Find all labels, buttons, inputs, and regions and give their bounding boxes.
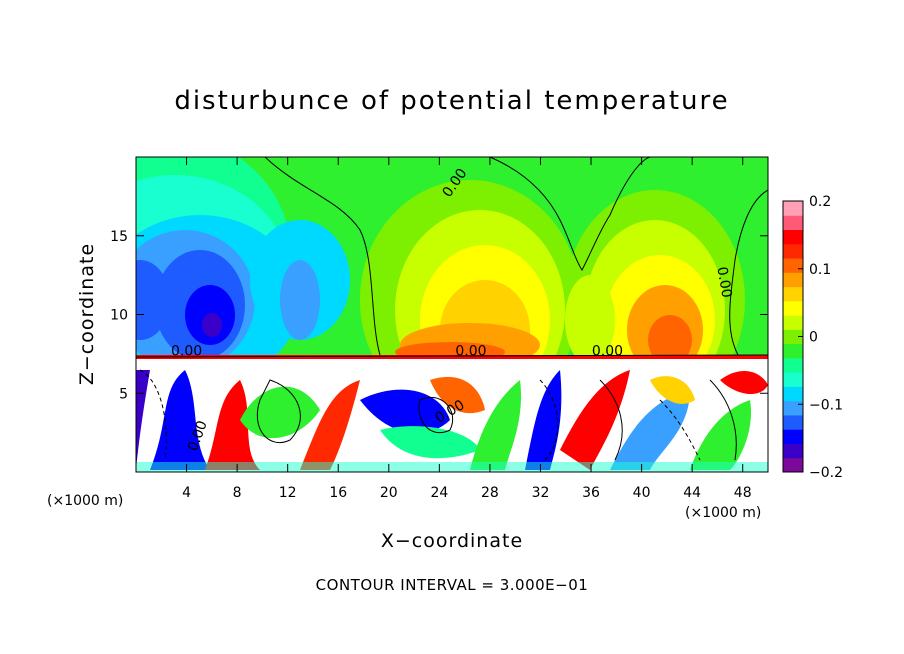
colorbar-tick-label: −0.2 — [809, 465, 843, 481]
colorbar-tick-label: −0.1 — [809, 397, 843, 413]
colorbar-segment — [783, 258, 803, 273]
colorbar-segment — [783, 215, 803, 231]
contour-label: 0.00 — [713, 266, 734, 299]
colorbar-segment — [783, 357, 803, 373]
colorbar-segment — [783, 414, 803, 430]
colorbar-segment — [783, 457, 803, 473]
x-tick-label: 8 — [233, 485, 242, 501]
x-tick-label: 28 — [481, 485, 499, 501]
contour-label: 0.00 — [171, 343, 202, 359]
x-axis-title: X−coordinate — [381, 530, 523, 552]
x-tick-label: 44 — [683, 485, 701, 501]
colorbar-segment — [783, 400, 803, 416]
colorbar-segment — [783, 243, 803, 259]
x-tick-label: 32 — [532, 485, 550, 501]
x-tick-label: 36 — [582, 485, 600, 501]
colorbar-tick-label: 0.2 — [809, 194, 831, 210]
colorbar-segment — [783, 372, 803, 387]
colorbar-segment — [783, 386, 803, 402]
colorbar-segment — [783, 329, 803, 345]
y-axis-title: Z−coordinate — [76, 243, 98, 385]
y-tick-label: 10 — [110, 308, 128, 324]
x-tick-label: 24 — [430, 485, 448, 501]
colorbar-tick-label: 0.1 — [809, 262, 831, 278]
colorbar-tick-label: 0 — [809, 330, 818, 346]
contour-label: 0.00 — [455, 343, 486, 359]
contour-interval-note: CONTOUR INTERVAL = 3.000E−01 — [315, 576, 589, 594]
y-tick-label: 5 — [119, 386, 128, 402]
x-tick-label: 4 — [182, 485, 191, 501]
y-axis: 5 10 15 — [110, 229, 768, 402]
y-tick-label: 15 — [110, 229, 128, 245]
x-axis: 4 8 12 16 20 24 28 32 36 40 44 48 — [182, 157, 752, 501]
x-tick-label: 12 — [279, 485, 297, 501]
x-unit-label-right: (×1000 m) — [685, 505, 761, 521]
colorbar-segment — [783, 229, 803, 245]
contour-lines — [136, 157, 768, 461]
colorbar-segment — [783, 286, 803, 302]
x-tick-label: 16 — [329, 485, 347, 501]
colorbar-segment — [783, 429, 803, 444]
x-tick-label: 20 — [380, 485, 398, 501]
colorbar-segment — [783, 315, 803, 330]
heatmap-field — [136, 157, 768, 472]
contour-label: 0.00 — [592, 343, 623, 359]
x-tick-label: 40 — [633, 485, 651, 501]
x-tick-label: 48 — [734, 485, 752, 501]
colorbar-segment — [783, 343, 803, 359]
chart-title: disturbunce of potential temperature — [174, 86, 730, 116]
x-unit-label-left: (×1000 m) — [47, 493, 123, 509]
colorbar-segment — [783, 443, 803, 459]
colorbar-segment — [783, 201, 803, 216]
colorbar-segment — [783, 272, 803, 288]
colorbar: 0.2 0.1 0 −0.1 −0.2 — [782, 194, 843, 481]
colorbar-segment — [783, 300, 803, 316]
